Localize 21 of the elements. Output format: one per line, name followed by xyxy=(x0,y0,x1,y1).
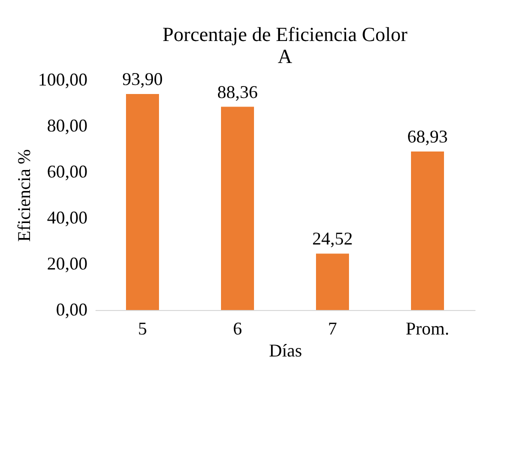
y-tick-label: 40,00 xyxy=(47,208,88,228)
x-tick-label: 6 xyxy=(233,318,242,338)
bar xyxy=(221,106,254,310)
bar xyxy=(126,94,159,310)
y-tick-label: 0,00 xyxy=(56,300,88,320)
y-tick-label: 100,00 xyxy=(38,70,88,90)
x-tick-label: 5 xyxy=(138,318,147,338)
x-axis-title: Días xyxy=(269,340,302,360)
x-tick-label: Prom. xyxy=(406,318,450,338)
y-tick-label: 20,00 xyxy=(47,254,88,274)
data-label: 68,93 xyxy=(407,126,448,146)
bar xyxy=(316,254,349,310)
y-tick-label: 60,00 xyxy=(47,162,88,182)
x-tick-label: 7 xyxy=(328,318,337,338)
chart-title: Porcentaje de Eficiencia Color A xyxy=(162,24,408,68)
bar xyxy=(411,151,444,310)
data-label: 93,90 xyxy=(122,69,163,90)
y-axis-title: Eficiencia % xyxy=(14,149,34,242)
data-label: 24,52 xyxy=(312,228,353,249)
data-label: 88,36 xyxy=(217,82,258,102)
y-tick-label: 80,00 xyxy=(47,116,88,136)
